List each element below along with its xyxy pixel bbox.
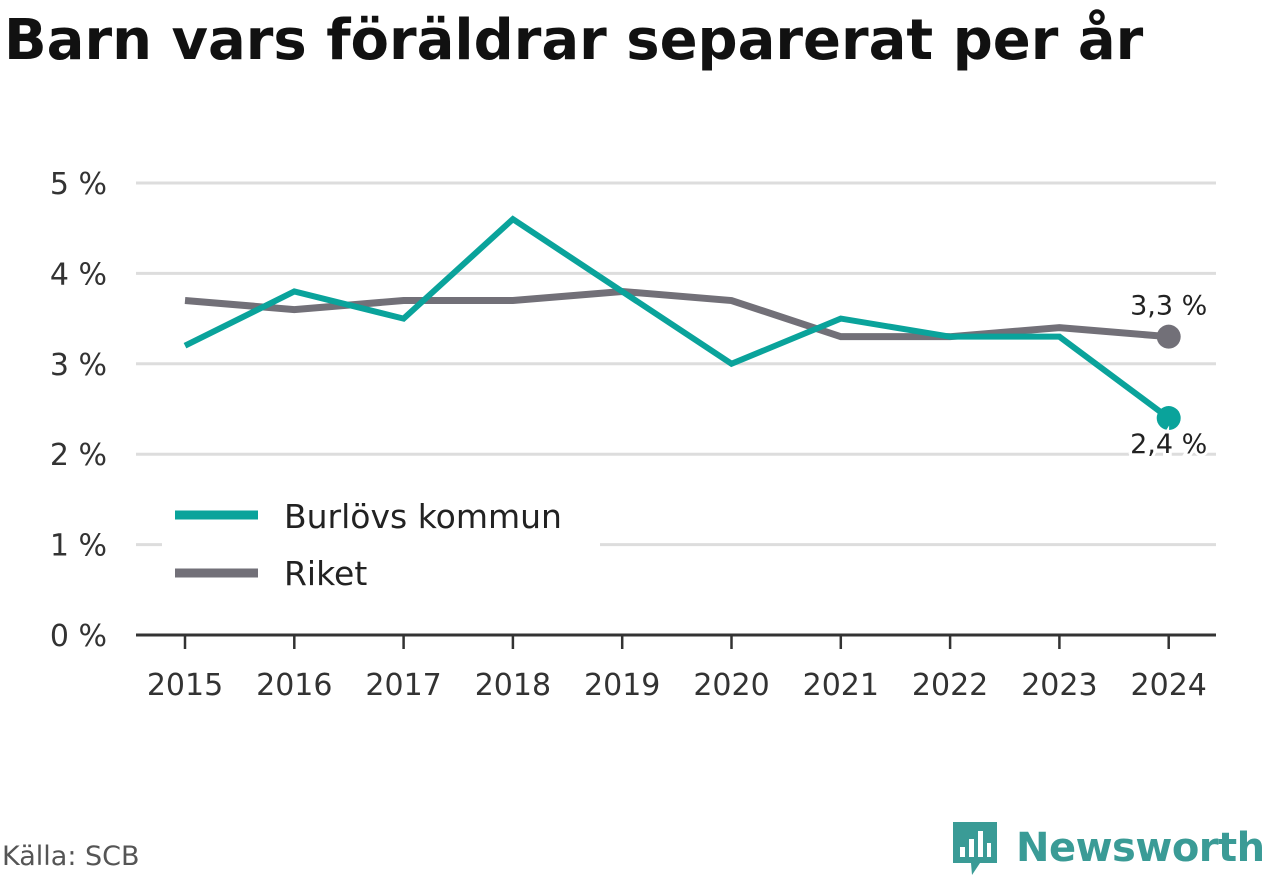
brand-name: Newsworthy: [1016, 825, 1262, 871]
y-tick-label: 2 %: [50, 438, 107, 473]
x-axis-ticks: 2015 2016 2017 2018 2019 2020 2021 2022 2023 2024: [147, 635, 1207, 703]
legend-label-riket: Riket: [284, 554, 367, 593]
end-value-label-riket: 3,3 %: [1130, 291, 1207, 322]
x-tick-label: 2016: [256, 668, 332, 703]
series-line-burlovs-kommun: [183, 215, 1171, 421]
x-tick-label: 2024: [1131, 668, 1207, 703]
legend-background: [162, 490, 600, 600]
end-value-label-burlovs-kommun: 2,4 %: [1130, 429, 1207, 460]
y-tick-label: 4 %: [50, 257, 107, 292]
legend-label-burlovs-kommun: Burlövs kommun: [284, 497, 562, 536]
x-tick-label: 2019: [584, 668, 660, 703]
x-tick-label: 2018: [475, 668, 551, 703]
x-tick-label: 2020: [693, 668, 769, 703]
x-tick-label: 2022: [912, 668, 988, 703]
x-tick-label: 2023: [1021, 668, 1097, 703]
newsworthy-brand[interactable]: Newsworthy: [950, 818, 1262, 878]
x-tick-label: 2021: [803, 668, 879, 703]
y-axis-tick-labels: 0 % 1 % 2 % 3 % 4 % 5 %: [50, 167, 107, 654]
y-tick-label: 0 %: [50, 619, 107, 654]
legend: Burlövs kommun Riket: [162, 490, 600, 600]
x-tick-label: 2017: [365, 668, 441, 703]
newsworthy-logo-icon: [953, 822, 997, 875]
y-tick-label: 5 %: [50, 167, 107, 202]
y-tick-label: 1 %: [50, 529, 107, 564]
source-note: Källa: SCB: [2, 841, 140, 872]
y-tick-label: 3 %: [50, 348, 107, 383]
end-marker-riket: [1156, 324, 1181, 349]
end-marker-burlovs-kommun: [1156, 406, 1181, 431]
x-tick-label: 2015: [147, 668, 223, 703]
chart-title: Barn vars föräldrar separerat per år: [4, 8, 1144, 73]
